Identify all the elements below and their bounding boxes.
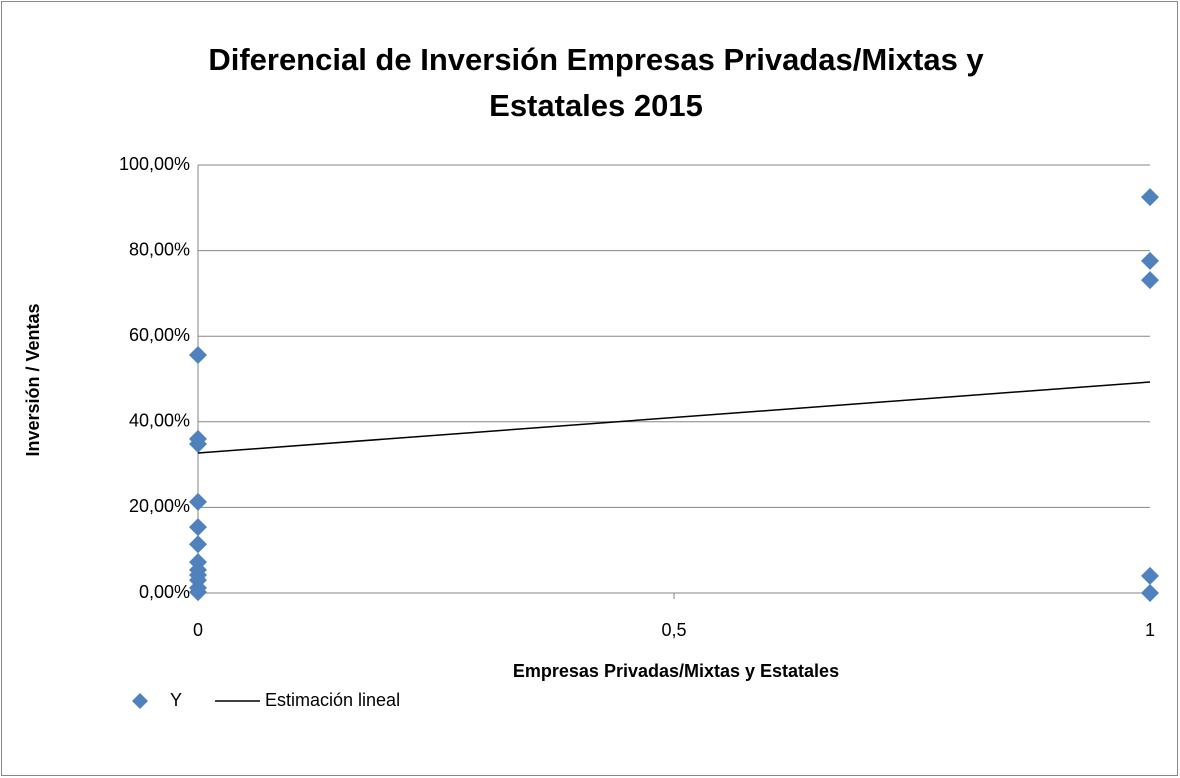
x-axis-label: Empresas Privadas/Mixtas y Estatales [513, 661, 839, 681]
data-point [189, 583, 207, 602]
legend-marker [132, 693, 148, 709]
data-point [1141, 584, 1159, 602]
data-point [1141, 566, 1159, 585]
chart-title: Estatales 2015 [489, 88, 703, 123]
data-point [189, 492, 207, 511]
y-axis-label: Inversión / Ventas [23, 303, 43, 456]
data-point [1141, 271, 1159, 290]
data-point [1141, 188, 1159, 207]
trend-line [197, 381, 1151, 454]
data-point [189, 518, 207, 537]
x-tick-label: 0,5 [661, 620, 686, 640]
data-point [189, 346, 207, 365]
y-tick-label: 20,00% [129, 496, 190, 516]
y-tick-label: 40,00% [129, 411, 190, 431]
data-point [189, 435, 207, 454]
x-tick-label: 1 [1145, 620, 1155, 640]
data-point [189, 535, 207, 554]
x-tick-label: 0 [193, 620, 203, 640]
data-point [1141, 251, 1159, 270]
y-tick-label: 60,00% [129, 325, 190, 345]
y-tick-label: 80,00% [129, 239, 190, 259]
legend-label: Y [170, 690, 182, 710]
legend-label: Estimación lineal [265, 690, 400, 710]
y-tick-label: 0,00% [139, 582, 190, 602]
y-tick-label: 100,00% [119, 154, 190, 174]
chart-title: Diferencial de Inversión Empresas Privad… [208, 42, 984, 77]
